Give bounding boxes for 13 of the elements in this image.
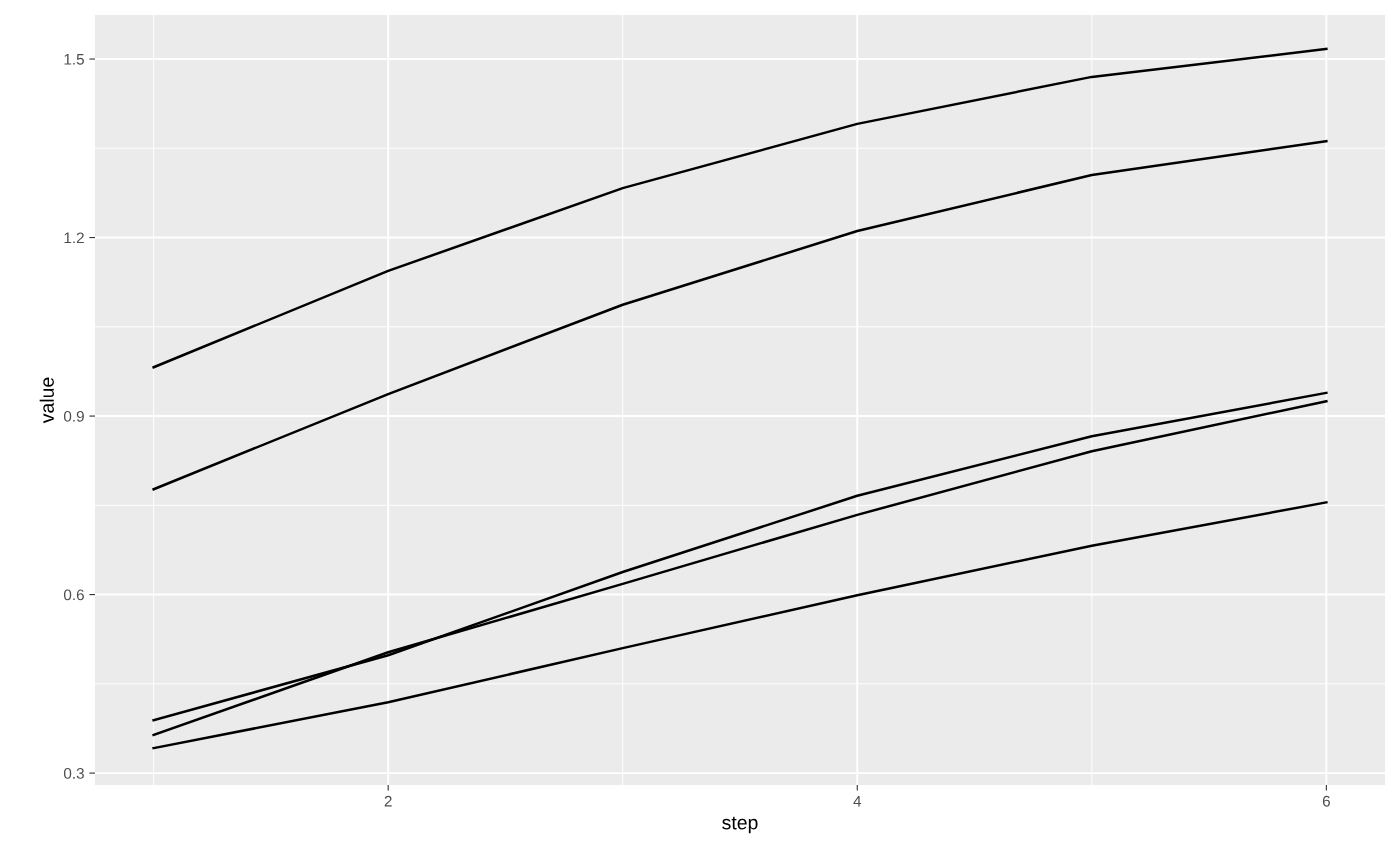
y-tick-label: 1.2 (64, 232, 84, 244)
line-series (152, 139, 1328, 491)
x-tick-label: 4 (853, 795, 862, 807)
line-series (152, 501, 1328, 750)
y-axis-title: value (39, 377, 54, 424)
y-tick-label: 0.6 (63, 589, 84, 601)
y-tick-label: 1.5 (64, 54, 84, 65)
y-tick-label: 0.3 (63, 767, 84, 779)
x-axis-title: step (722, 816, 758, 834)
line-series (152, 47, 1328, 369)
y-tick-label: 0.9 (63, 410, 84, 422)
x-tick-label: 2 (384, 795, 392, 807)
x-tick-label: 6 (1322, 795, 1330, 807)
